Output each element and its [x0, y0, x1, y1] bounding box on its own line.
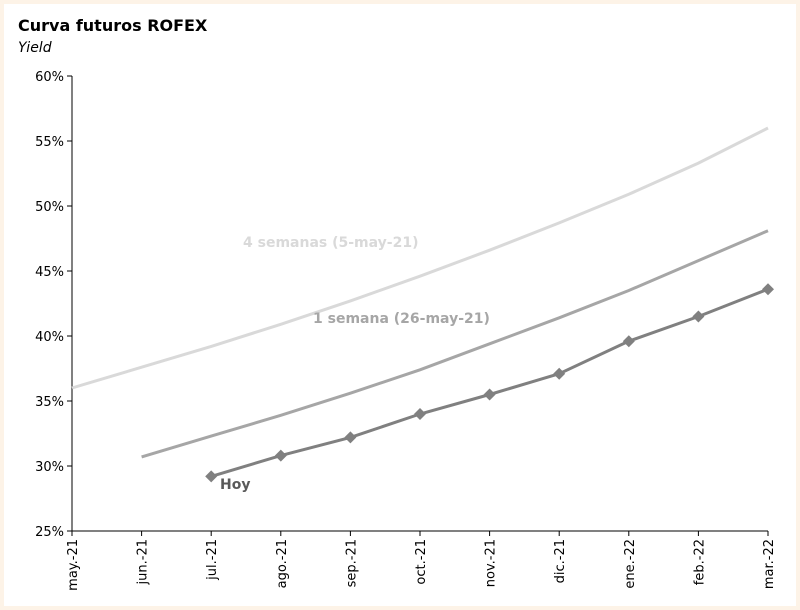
- y-tick-label: 45%: [35, 265, 64, 280]
- x-tick-label: ene.-22: [623, 539, 638, 589]
- x-tick-label: feb.-22: [692, 539, 707, 585]
- y-tick-label: 40%: [35, 330, 64, 345]
- x-tick-label: jul.-21: [205, 539, 220, 581]
- series-line: [71, 126, 769, 390]
- data-point: [622, 335, 635, 348]
- data-point: [274, 449, 287, 462]
- x-tick-label: dic.-21: [553, 539, 568, 583]
- x-tick-label: mar.-22: [762, 539, 777, 589]
- series-label: 1 semana (26-may-21): [313, 311, 490, 327]
- data-point: [553, 367, 566, 380]
- series-label: 4 semanas (5-may-21): [243, 235, 418, 251]
- data-point: [344, 431, 357, 444]
- series-label: Hoy: [220, 477, 250, 493]
- data-point: [692, 310, 705, 323]
- x-tick-label: ago.-21: [275, 539, 290, 588]
- series-line: [141, 229, 769, 459]
- y-tick-label: 30%: [35, 460, 64, 475]
- chart-title: Curva futuros ROFEX: [18, 16, 208, 35]
- data-point: [483, 388, 496, 401]
- x-tick-label: oct.-21: [414, 539, 429, 585]
- x-tick-label: may.-21: [66, 539, 81, 591]
- y-tick-label: 25%: [35, 525, 64, 540]
- x-tick-label: nov.-21: [484, 539, 499, 587]
- y-axis-label: Yield: [18, 40, 52, 56]
- y-tick-label: 60%: [35, 70, 64, 85]
- data-point: [205, 470, 218, 483]
- y-tick-label: 35%: [35, 395, 64, 410]
- data-point: [414, 408, 426, 420]
- x-tick-label: sep.-21: [344, 539, 359, 587]
- y-tick-label: 55%: [35, 135, 64, 150]
- y-tick-label: 50%: [35, 200, 64, 215]
- x-tick-label: jun.-21: [136, 539, 151, 585]
- chart-background: [4, 4, 796, 606]
- data-point: [762, 283, 774, 296]
